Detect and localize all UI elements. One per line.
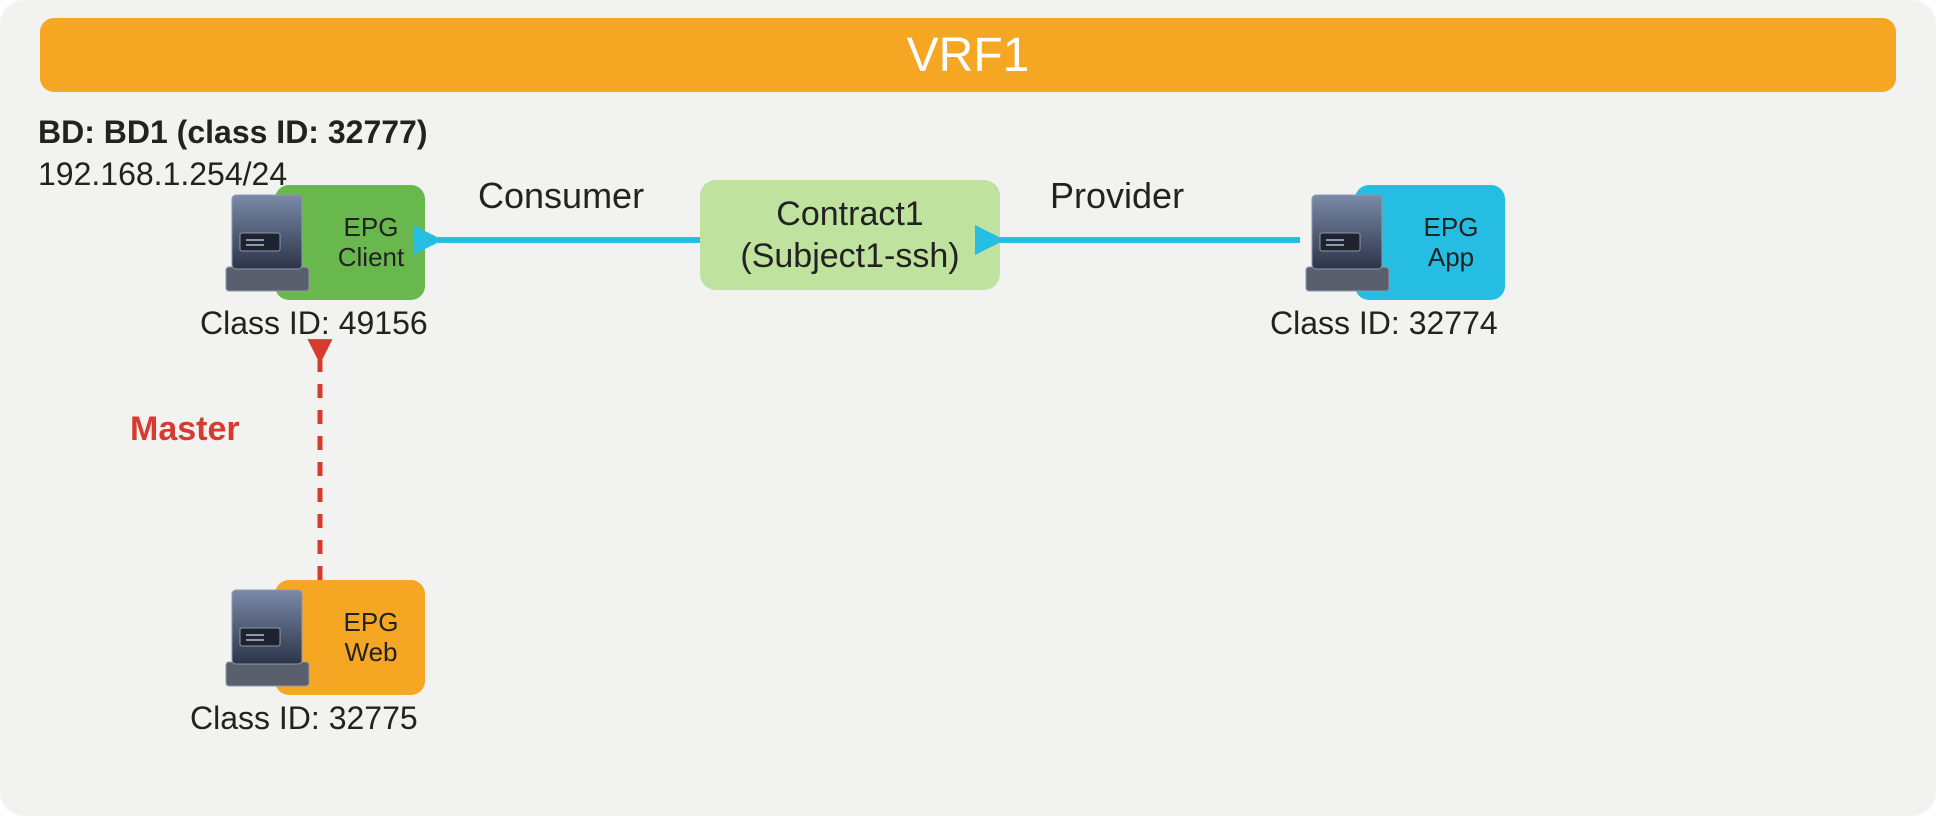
epg-app-line2: App — [1428, 243, 1474, 273]
consumer-label: Consumer — [478, 175, 644, 217]
bd-label: BD: BD1 (class ID: 32777) 192.168.1.254/… — [38, 112, 427, 195]
epg-client-line1: EPG — [344, 213, 399, 243]
diagram-canvas: VRF1 BD: BD1 (class ID: 32777) 192.168.1… — [0, 0, 1936, 816]
contract-line2: (Subject1-ssh) — [740, 235, 959, 278]
epg-web-node: EPG Web — [220, 580, 425, 695]
epg-web-line1: EPG — [344, 608, 399, 638]
epg-web-classid: Class ID: 32775 — [190, 700, 418, 737]
epg-client-line2: Client — [338, 243, 404, 273]
vrf-title-bar: VRF1 — [40, 18, 1896, 92]
bd-label-bold: BD: BD1 (class ID: 32777) — [38, 112, 427, 154]
server-icon — [1300, 189, 1395, 294]
provider-label: Provider — [1050, 175, 1184, 217]
epg-app-node: EPG App — [1300, 185, 1505, 300]
master-label: Master — [130, 410, 240, 449]
epg-app-line1: EPG — [1424, 213, 1479, 243]
epg-web-line2: Web — [345, 638, 398, 668]
epg-client-node: EPG Client — [220, 185, 425, 300]
contract-line1: Contract1 — [776, 193, 923, 236]
server-icon — [220, 189, 315, 294]
server-icon — [220, 584, 315, 689]
vrf-title-text: VRF1 — [907, 28, 1030, 83]
epg-app-classid: Class ID: 32774 — [1270, 305, 1498, 342]
contract-box: Contract1 (Subject1-ssh) — [700, 180, 1000, 290]
epg-client-classid: Class ID: 49156 — [200, 305, 428, 342]
